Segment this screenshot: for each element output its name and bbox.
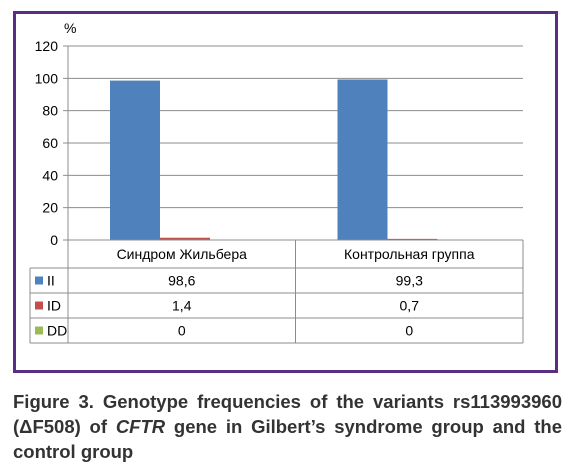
bar-ii [337,79,388,240]
chart-frame [13,11,558,373]
y-tick-label: 60 [42,135,58,151]
bar-chart: 0 20 40 60 80 100 120% Синдром Жильбера Контроль… [29,20,524,344]
table-value: 98,6 [168,273,195,289]
y-tick-label: 80 [42,103,58,119]
legend-label: II [47,273,55,289]
bar-ii [110,80,160,240]
legend-swatch-id [35,301,43,310]
category-label: Контрольная группа [344,246,475,262]
y-tick-label: 40 [42,167,58,183]
table-value: 1,4 [172,298,192,314]
category-label: Синдром Жильбера [117,246,248,262]
bar-id [387,238,438,240]
legend-swatch-dd [35,326,43,335]
y-tick-label: 20 [42,200,58,216]
figure-caption: Figure 3. Genotype frequencies of the va… [13,389,562,464]
legend-swatch-ii [35,276,43,285]
table-value: 0,7 [400,298,420,314]
y-tick-label: 100 [35,70,59,86]
bar-id [160,237,210,240]
legend-label: DD [47,323,67,339]
caption-prefix: Figure 3. Genotype frequencies of the va… [13,391,562,437]
y-unit-label: % [64,20,76,36]
y-tick-label: 120 [35,38,59,54]
table-value: 99,3 [396,273,423,289]
caption-suffix: gene in Gilbert’s syndrome group and the… [13,416,563,462]
table-value: 0 [405,323,413,339]
table-value: 0 [178,323,186,339]
caption-gene: CFTR [115,416,166,437]
y-tick-label: 0 [50,232,58,248]
legend-label: ID [47,298,61,314]
